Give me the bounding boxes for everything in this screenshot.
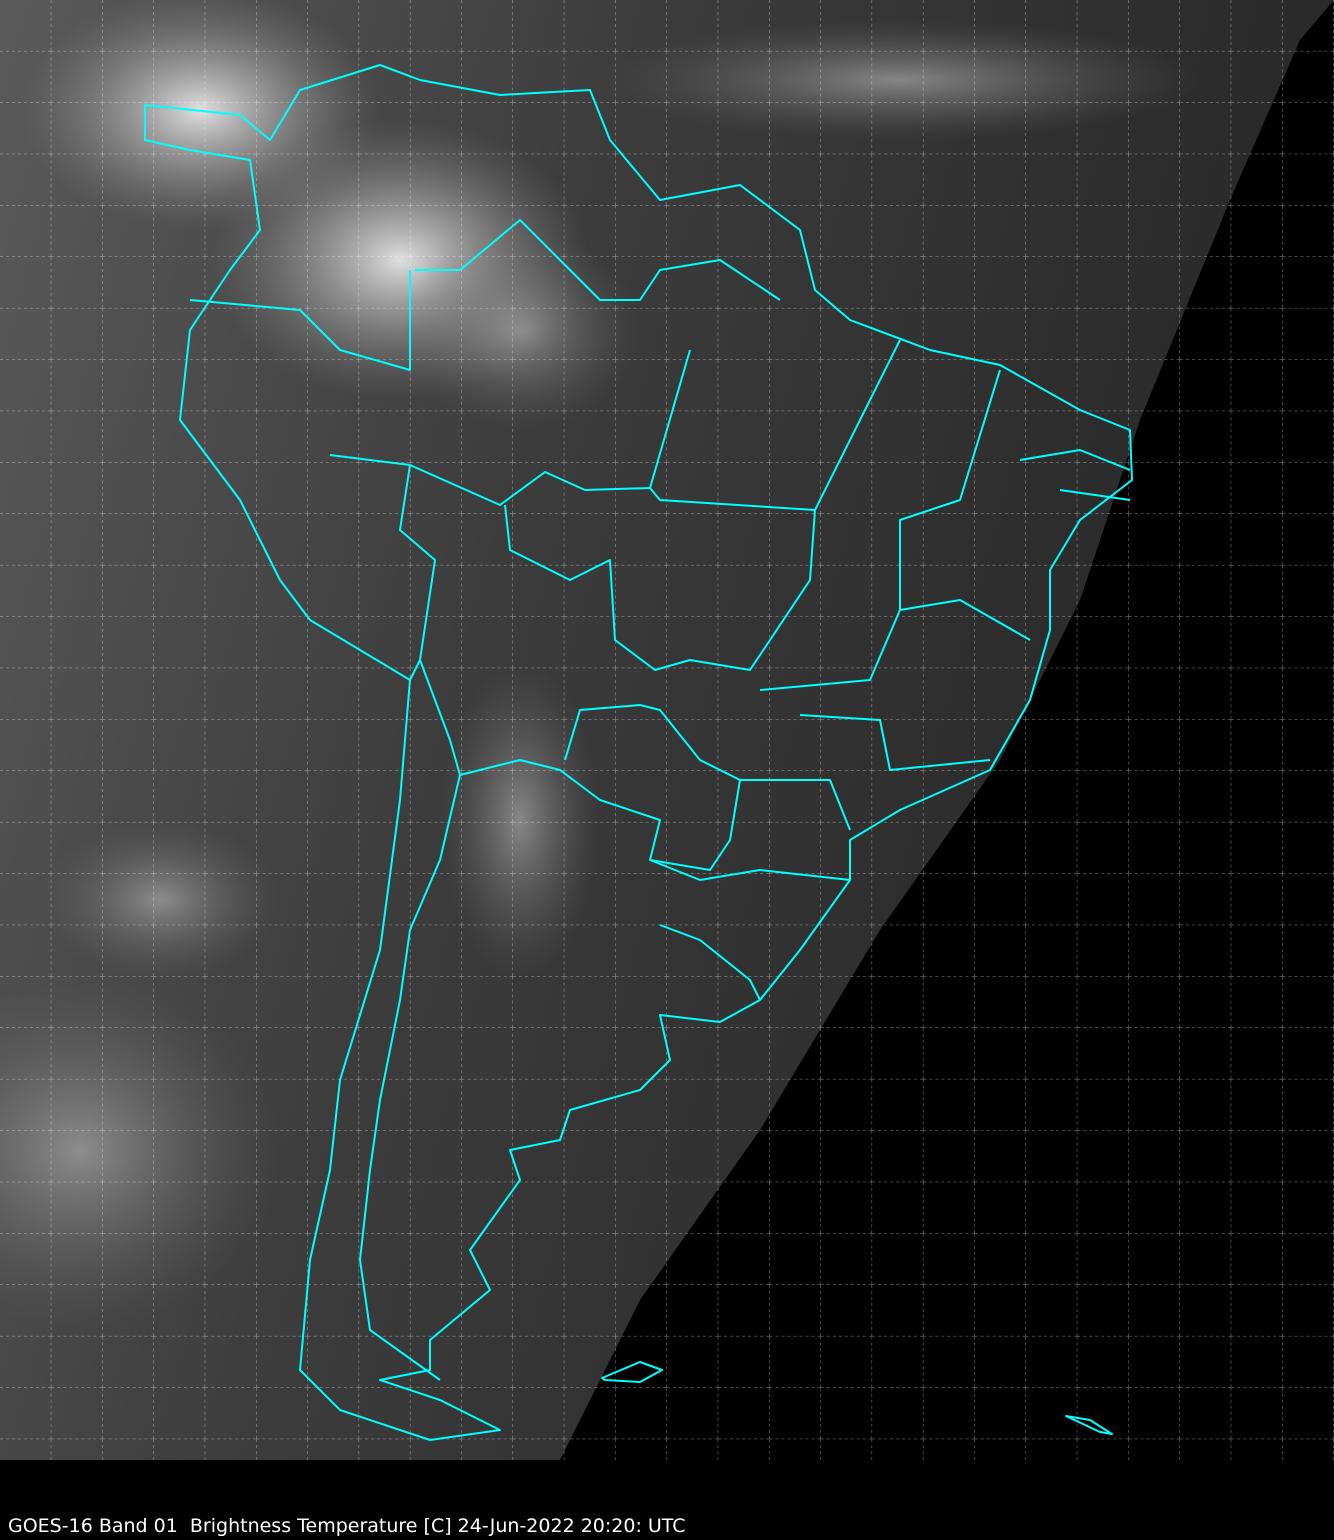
south-georgia [1065, 1415, 1113, 1435]
state-border [1019, 449, 1131, 471]
falkland-islands [601, 1361, 663, 1383]
country-border [399, 464, 436, 681]
country-border [189, 270, 411, 371]
south-america-coastline [144, 64, 1133, 1441]
country-border [415, 219, 781, 301]
state-border [1059, 489, 1131, 501]
country-border [359, 774, 461, 1381]
state-border [740, 779, 851, 831]
image-caption: GOES-16 Band 01 Brightness Temperature [… [8, 1515, 686, 1537]
satellite-map [0, 0, 1334, 1460]
country-border [659, 924, 761, 1001]
lat-lon-grid [0, 0, 1334, 1460]
coastlines-and-borders [144, 64, 1133, 1441]
state-border [899, 369, 1001, 610]
country-border [649, 859, 851, 881]
country-border [504, 504, 816, 671]
country-border [419, 659, 741, 871]
state-border [799, 714, 991, 771]
